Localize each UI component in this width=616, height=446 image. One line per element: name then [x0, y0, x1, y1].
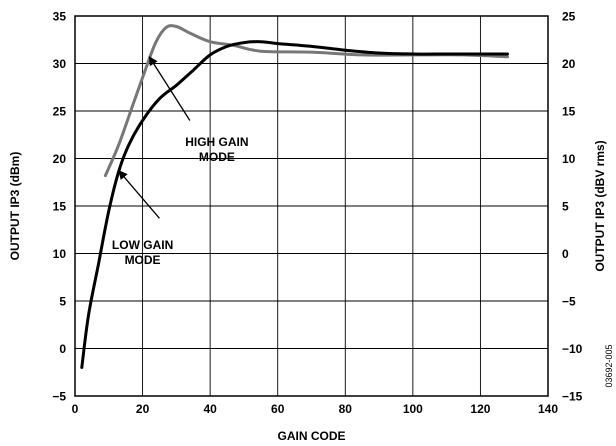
y-left-tick-label: 20 [53, 152, 67, 166]
x-tick-label: 20 [136, 402, 150, 416]
x-tick-label: 0 [72, 402, 79, 416]
y-left-tick-label: 15 [53, 200, 67, 214]
y-right-tick-label: −5 [562, 295, 576, 309]
y-right-tick-label: 25 [562, 10, 576, 24]
figure-id: 03692-005 [604, 344, 614, 387]
y-right-tick-label: 20 [562, 57, 576, 71]
annotation-arrow-low-gain-mode [118, 170, 160, 219]
y-right-tick-label: 5 [562, 200, 569, 214]
y-right-tick-label: 10 [562, 152, 576, 166]
axis-layer: 0 20 40 60 80 100 120 140−5 −150 −105 −510 015 520 10… [52, 10, 582, 417]
x-tick-label: 60 [271, 402, 285, 416]
annotation-label-low-gain-mode: MODE [125, 253, 161, 267]
y-left-tick-label: 5 [59, 295, 66, 309]
y-left-tick-label: −5 [52, 390, 66, 404]
series-line-low-gain-mode [80, 40, 509, 369]
y-right-tick-label: −15 [562, 390, 583, 404]
y-right-tick-label: 15 [562, 105, 576, 119]
y-left-tick-label: 30 [53, 57, 67, 71]
y-axis-left-title: OUTPUT IP3 (dBm) [8, 152, 22, 261]
y-left-tick-label: 0 [59, 342, 66, 356]
annotation-label-low-gain-mode: LOW GAIN [112, 238, 173, 252]
series-line-high-gain-mode [103, 24, 509, 178]
plot-frame [74, 15, 549, 397]
x-tick-label: 80 [339, 402, 353, 416]
y-left-tick-label: 35 [53, 10, 67, 24]
series-layer [80, 24, 509, 369]
x-axis-title: GAIN CODE [277, 429, 345, 443]
x-tick-label: 140 [538, 402, 558, 416]
y-right-tick-label: −10 [562, 342, 583, 356]
y-right-tick-label: 0 [562, 247, 569, 261]
annotation-label-high-gain-mode: HIGH GAIN [185, 135, 248, 149]
grid-layer [75, 16, 548, 396]
y-left-tick-label: 25 [53, 105, 67, 119]
x-tick-label: 100 [403, 402, 423, 416]
y-left-tick-label: 10 [53, 247, 67, 261]
annotation-arrow-high-gain-mode [148, 56, 191, 121]
annotation-label-high-gain-mode: MODE [199, 150, 235, 164]
x-tick-label: 40 [203, 402, 217, 416]
y-axis-right-title: OUTPUT IP3 (dBV rms) [593, 140, 607, 271]
x-tick-label: 120 [470, 402, 490, 416]
